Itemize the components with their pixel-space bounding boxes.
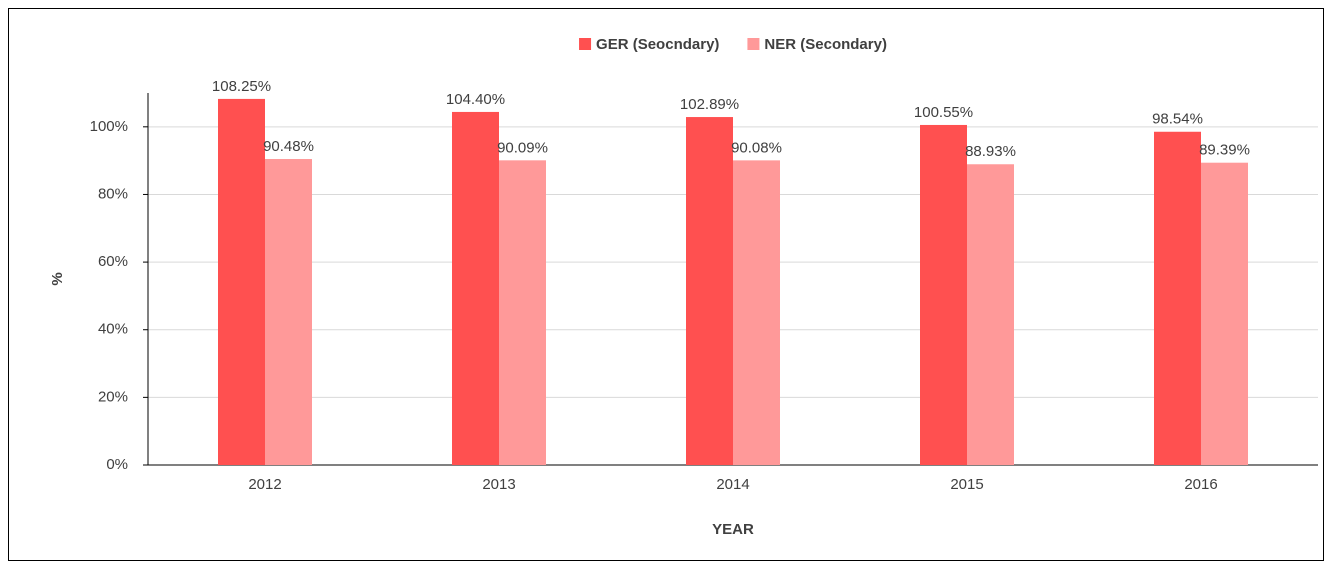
legend-swatch: [579, 38, 592, 50]
bar: [218, 98, 265, 465]
legend-label: GER (Seocndary): [596, 36, 719, 53]
x-tick-label: 2012: [248, 476, 281, 493]
chart-frame: [8, 8, 1324, 561]
y-tick-label: 20%: [98, 388, 128, 405]
x-axis-title: YEAR: [712, 521, 754, 538]
x-tick-label: 2014: [716, 476, 749, 493]
data-label: 90.08%: [731, 139, 782, 156]
bar: [1154, 131, 1201, 466]
y-axis-title: %: [49, 272, 66, 285]
x-tick-label: 2013: [482, 476, 515, 493]
bar: [452, 111, 499, 466]
data-label: 98.54%: [1152, 111, 1203, 128]
data-label: 102.89%: [680, 96, 739, 113]
bar: [733, 160, 780, 465]
data-label: 100.55%: [914, 104, 973, 121]
y-tick-label: 60%: [98, 253, 128, 270]
legend-label: NER (Secondary): [764, 36, 887, 53]
y-tick-label: 40%: [98, 321, 128, 338]
data-label: 90.09%: [497, 139, 548, 156]
bar: [920, 124, 967, 465]
bar: [265, 159, 312, 465]
data-label: 90.48%: [263, 138, 314, 155]
y-tick-label: 80%: [98, 185, 128, 202]
data-label: 104.40%: [446, 91, 505, 108]
x-tick-label: 2016: [1184, 476, 1217, 493]
bar: [1201, 162, 1248, 465]
data-label: 88.93%: [965, 143, 1016, 160]
data-label: 89.39%: [1199, 142, 1250, 159]
bar: [686, 117, 733, 465]
x-tick-label: 2015: [950, 476, 983, 493]
data-label: 108.25%: [212, 78, 271, 95]
bar: [967, 164, 1014, 465]
y-tick-label: 100%: [90, 118, 128, 135]
y-tick-label: 0%: [106, 456, 128, 473]
bar: [499, 160, 546, 465]
legend-swatch: [747, 38, 760, 50]
